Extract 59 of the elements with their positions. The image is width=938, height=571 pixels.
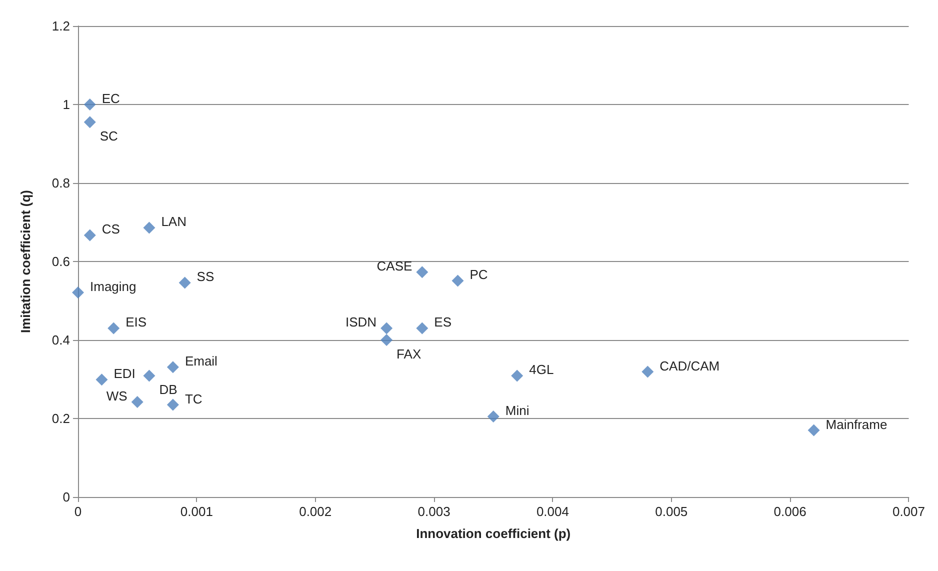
- point: [380, 322, 393, 334]
- point: [380, 334, 393, 346]
- annotation: WS: [106, 388, 128, 404]
- annotation: CASE: [376, 258, 412, 274]
- point: [72, 286, 84, 299]
- annotation: DB: [159, 382, 178, 398]
- x-axis-title: Innovation coefficient (p): [416, 526, 571, 541]
- y-axis-title: Imitation coefficient (q): [18, 190, 33, 333]
- point: [84, 98, 96, 110]
- annotation: EC: [102, 91, 120, 106]
- x-tick-label: 0: [74, 504, 82, 519]
- annotation: EIS: [126, 314, 147, 330]
- annotation: Email: [184, 354, 218, 369]
- annotation: ISDN: [345, 314, 377, 330]
- annotation: FAX: [396, 346, 422, 362]
- point: [808, 424, 820, 436]
- y-tick-label: 1.2: [52, 18, 70, 34]
- x-tick-label: 0.002: [299, 504, 332, 519]
- point: [452, 274, 464, 287]
- x-tick-label: 0.007: [892, 504, 926, 519]
- x-tick-label: 0.005: [655, 504, 688, 519]
- x-tick-label: 0.004: [536, 504, 569, 519]
- annotation: PC: [470, 267, 488, 282]
- annotation: EDI: [114, 366, 136, 382]
- y-tick-label: 0.6: [52, 254, 70, 269]
- y-tick-label: 1: [62, 97, 70, 112]
- point: [96, 374, 108, 386]
- annotation: Mainframe: [826, 416, 888, 432]
- point: [642, 366, 654, 378]
- annotation: TC: [184, 391, 202, 406]
- point: [166, 361, 179, 374]
- y-tick-label: 0.2: [52, 411, 70, 426]
- annotation: Imaging: [90, 279, 136, 294]
- point: [84, 116, 96, 128]
- point: [166, 398, 179, 411]
- point: [84, 229, 96, 242]
- annotation: LAN: [161, 214, 187, 230]
- y-tick-label: 0: [62, 490, 70, 504]
- annotation: CAD/CAM: [660, 358, 720, 374]
- y-tick-label: 0.4: [52, 332, 70, 348]
- point: [178, 276, 191, 289]
- point: [143, 370, 156, 382]
- annotation: Mini: [505, 403, 530, 418]
- point: [487, 410, 500, 423]
- x-tick-label: 0.001: [180, 504, 213, 519]
- x-tick-label: 0.006: [774, 504, 806, 519]
- point: [108, 322, 120, 334]
- annotation: SC: [100, 128, 118, 144]
- point: [511, 370, 524, 382]
- annotation: ES: [434, 314, 452, 330]
- y-tick-label: 0.8: [52, 176, 70, 190]
- annotation: SS: [196, 269, 214, 284]
- point: [143, 222, 156, 234]
- point: [131, 396, 144, 408]
- point: [416, 322, 428, 334]
- point: [416, 266, 428, 278]
- annotation: CS: [102, 222, 120, 237]
- annotation: 4GL: [529, 362, 554, 378]
- x-tick-label: 0.003: [418, 504, 450, 519]
